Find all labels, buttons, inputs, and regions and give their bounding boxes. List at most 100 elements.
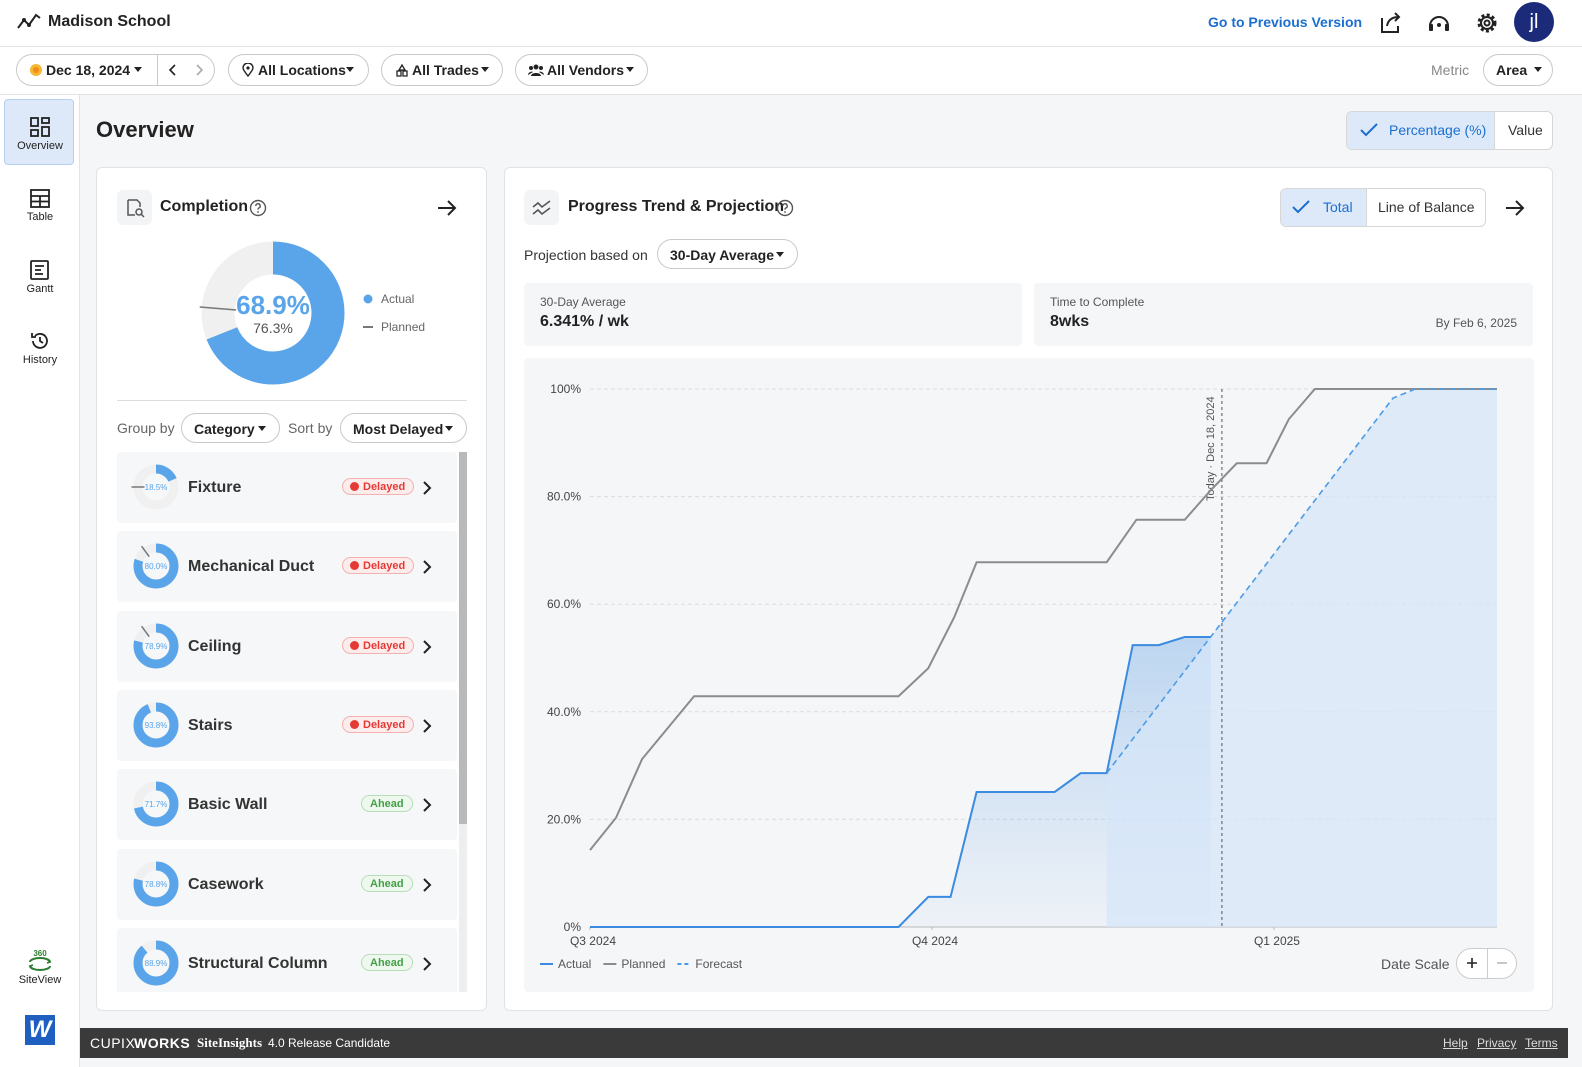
- prev-date[interactable]: [167, 64, 179, 76]
- chevron: [423, 560, 432, 575]
- g: [31, 333, 48, 349]
- category-row[interactable]: 18.5% Fixture Delayed: [117, 452, 457, 523]
- siteview-icon[interactable]: [27, 957, 53, 971]
- footer-link[interactable]: Help: [1443, 1036, 1468, 1050]
- category-name: Mechanical Duct: [188, 558, 315, 576]
- nav-label[interactable]: SiteView: [18, 974, 62, 986]
- siteview-badge: 360: [33, 949, 47, 958]
- next-date[interactable]: [193, 64, 205, 76]
- g: [30, 260, 49, 280]
- group-by-select[interactable]: Category: [181, 413, 280, 443]
- view-option[interactable]: Total: [1323, 199, 1353, 215]
- nav-label[interactable]: History: [22, 354, 58, 366]
- category-row[interactable]: 80.0% Mechanical Duct Delayed: [117, 531, 457, 603]
- category-row[interactable]: 93.8% Stairs Delayed: [117, 689, 457, 761]
- stat-box: 30-Day Average 6.341% / wk: [524, 283, 1022, 346]
- stat-note: By Feb 6, 2025: [1435, 316, 1517, 330]
- view-toggle: Total Line of Balance: [1280, 188, 1486, 227]
- chevron: [423, 877, 432, 892]
- card-icon: [117, 190, 152, 225]
- path: [127, 199, 141, 216]
- metric-select[interactable]: Area: [1483, 54, 1553, 86]
- category-row[interactable]: 78.9% Ceiling Delayed: [117, 610, 457, 682]
- nav-label[interactable]: Overview: [17, 140, 63, 152]
- previous-version-link[interactable]: Go to Previous Version: [1208, 14, 1363, 30]
- status-label: Ahead: [370, 956, 404, 969]
- footer-link[interactable]: Terms: [1525, 1036, 1558, 1050]
- path: [242, 63, 254, 77]
- category-name: Casework: [188, 875, 264, 893]
- open-arrow[interactable]: [1505, 199, 1525, 217]
- projection-label: Projection based on: [524, 247, 648, 263]
- donut-actual: [133, 861, 179, 906]
- donut-planned-tick: [140, 625, 150, 637]
- category-donut: 78.8%: [133, 861, 179, 906]
- row-chevron: [423, 719, 432, 733]
- location-icon: [242, 63, 254, 77]
- help-icon[interactable]: [249, 199, 267, 217]
- chevron: [423, 639, 432, 654]
- projection-select[interactable]: 30-Day Average: [657, 239, 798, 269]
- status-badge: Delayed: [342, 557, 415, 575]
- caret: [776, 252, 784, 257]
- status-label: Ahead: [370, 877, 404, 890]
- mode-option[interactable]: Value: [1508, 122, 1543, 138]
- projection-value: 30-Day Average: [670, 247, 775, 263]
- open-arrow[interactable]: [437, 199, 457, 217]
- view-active[interactable]: [1281, 189, 1367, 226]
- share-icon[interactable]: [1378, 10, 1404, 36]
- category-name: Basic Wall: [188, 796, 268, 814]
- path: [258, 426, 266, 431]
- user-avatar[interactable]: jl: [1514, 2, 1554, 42]
- nav-label[interactable]: Table: [26, 211, 54, 223]
- sort-by-select[interactable]: Most Delayed: [340, 413, 467, 443]
- donut-actual: [133, 702, 179, 748]
- path: [39, 337, 44, 344]
- path: [255, 203, 261, 210]
- completion-card: Completion Group by Category Sort by Mos…: [96, 167, 487, 1011]
- trade-filter[interactable]: All Trades: [381, 54, 503, 86]
- mode-option[interactable]: Percentage (%): [1389, 122, 1487, 138]
- search-doc-icon: [127, 199, 145, 218]
- help-icon[interactable]: [776, 199, 794, 217]
- donut-actual: [133, 940, 179, 986]
- table-icon: [30, 189, 50, 208]
- category-name: Ceiling: [188, 637, 242, 655]
- category-percent: 80.0%: [145, 562, 168, 571]
- category-row[interactable]: 88.9% Structural Column Ahead: [117, 927, 457, 992]
- zoom-in[interactable]: [1466, 957, 1478, 969]
- path: [438, 200, 457, 216]
- stat-box: Time to Complete 8wks By Feb 6, 2025: [1034, 283, 1533, 346]
- rect: [1445, 24, 1449, 31]
- vendor-filter[interactable]: All Vendors: [515, 54, 648, 86]
- page-title: Overview: [96, 117, 194, 142]
- category-row[interactable]: 78.8% Casework Ahead: [117, 848, 457, 920]
- path: [1360, 123, 1378, 137]
- product: SiteInsights: [197, 1035, 263, 1050]
- scroll-thumb[interactable]: [459, 452, 467, 824]
- support-icon[interactable]: [1426, 10, 1452, 36]
- brand-bold: WORKS: [134, 1035, 191, 1051]
- nav-label[interactable]: Gantt: [26, 283, 54, 295]
- view-option[interactable]: Line of Balance: [1378, 199, 1475, 215]
- footer-link[interactable]: Privacy: [1477, 1036, 1517, 1050]
- circle: [776, 199, 794, 217]
- category-percent: 18.5%: [145, 483, 168, 492]
- donut-planned-tick: [140, 546, 150, 558]
- workspace-logo[interactable]: W: [25, 1015, 55, 1045]
- category-row[interactable]: 71.7% Basic Wall Ahead: [117, 769, 457, 841]
- project-title: Madison School: [48, 13, 171, 30]
- circle: [1480, 16, 1494, 30]
- nav-active-bg[interactable]: [4, 99, 74, 165]
- sort-by-value: Most Delayed: [353, 421, 444, 437]
- zoom-out[interactable]: [1496, 957, 1508, 969]
- settings-icon[interactable]: [1474, 10, 1500, 36]
- path: [31, 333, 36, 338]
- category-donut: 80.0%: [133, 543, 179, 589]
- category-percent: 93.8%: [145, 721, 168, 730]
- g: [30, 189, 50, 208]
- category-percent: 78.9%: [145, 642, 168, 651]
- date-picker[interactable]: Dec 18, 2024: [16, 54, 215, 86]
- location-filter[interactable]: All Locations: [228, 54, 369, 86]
